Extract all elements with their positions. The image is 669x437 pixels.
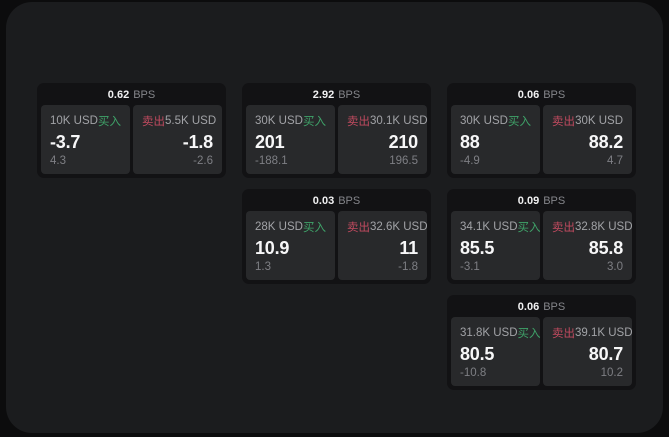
sell-price: 85.8 xyxy=(588,238,623,259)
buy-tile[interactable]: 31.8K USD 买入 80.5 -10.8 xyxy=(451,317,541,386)
bps-unit-label: BPS xyxy=(338,195,361,207)
sell-tile[interactable]: 卖出 5.5K USD -1.8 -2.6 xyxy=(133,105,222,174)
sell-price: 210 xyxy=(388,132,419,153)
bps-header: 0.06 BPS xyxy=(447,295,636,317)
quote-tiles: 10K USD 买入 -3.7 4.3 卖出 5.5K USD -1.8 -2.… xyxy=(37,105,226,178)
sell-delta: 4.7 xyxy=(607,154,623,167)
quote-card-2: 2.92 BPS 30K USD 买入 201 -188.1 卖出 30.1K … xyxy=(242,83,431,178)
buy-side-label: 买入 xyxy=(98,116,121,128)
quote-card-4: 0.03 BPS 28K USD 买入 10.9 1.3 卖出 32.6K US… xyxy=(242,189,431,284)
quote-card-6: 0.06 BPS 31.8K USD 买入 80.5 -10.8 卖出 39.1… xyxy=(447,295,636,390)
sell-side-label: 卖出 xyxy=(552,328,575,340)
buy-amount: 10K USD xyxy=(50,115,98,127)
buy-amount: 30K USD xyxy=(255,115,303,127)
sell-tile[interactable]: 卖出 30K USD 88.2 4.7 xyxy=(543,105,632,174)
sell-side-label: 卖出 xyxy=(552,222,575,234)
buy-side-label: 买入 xyxy=(303,116,326,128)
sell-amount: 32.8K USD xyxy=(575,221,633,233)
sell-amount: 30.1K USD xyxy=(370,115,428,127)
sell-delta: 196.5 xyxy=(389,154,418,167)
bps-unit-label: BPS xyxy=(543,195,566,207)
sell-side-label: 卖出 xyxy=(347,116,370,128)
sell-tile[interactable]: 卖出 30.1K USD 210 196.5 xyxy=(338,105,428,174)
buy-amount: 31.8K USD xyxy=(460,327,518,339)
buy-delta: 1.3 xyxy=(255,260,271,273)
quote-tiles: 30K USD 买入 88 -4.9 卖出 30K USD 88.2 4.7 xyxy=(447,105,636,178)
sell-delta: 10.2 xyxy=(600,366,623,379)
bps-header: 0.09 BPS xyxy=(447,189,636,211)
bps-unit-label: BPS xyxy=(543,301,566,313)
sell-tile[interactable]: 卖出 32.6K USD 11 -1.8 xyxy=(338,211,428,280)
buy-side-label: 买入 xyxy=(517,222,541,234)
buy-price: 201 xyxy=(255,132,285,153)
buy-tile[interactable]: 10K USD 买入 -3.7 4.3 xyxy=(41,105,130,174)
sell-tile[interactable]: 卖出 39.1K USD 80.7 10.2 xyxy=(543,317,633,386)
sell-price: 88.2 xyxy=(588,132,623,153)
sell-price: 11 xyxy=(399,238,418,259)
sell-amount: 32.6K USD xyxy=(370,221,428,233)
bps-value: 0.06 xyxy=(517,89,540,101)
bps-header: 0.06 BPS xyxy=(447,83,636,105)
buy-delta: -4.9 xyxy=(460,154,480,167)
quote-card-5: 0.09 BPS 34.1K USD 买入 85.5 -3.1 卖出 32.8K… xyxy=(447,189,636,284)
sell-price: -1.8 xyxy=(182,132,213,153)
buy-side-label: 买入 xyxy=(303,222,326,234)
buy-delta: -3.1 xyxy=(460,260,480,273)
buy-tile[interactable]: 30K USD 买入 201 -188.1 xyxy=(246,105,335,174)
buy-price: 10.9 xyxy=(255,238,290,259)
sell-side-label: 卖出 xyxy=(347,222,370,234)
sell-amount: 5.5K USD xyxy=(165,115,217,127)
buy-tile[interactable]: 28K USD 买入 10.9 1.3 xyxy=(246,211,335,280)
quote-tiles: 30K USD 买入 201 -188.1 卖出 30.1K USD 210 1… xyxy=(242,105,431,178)
bps-value: 2.92 xyxy=(312,89,335,101)
quote-tiles: 28K USD 买入 10.9 1.3 卖出 32.6K USD 11 -1.8 xyxy=(242,211,431,284)
bps-value: 0.09 xyxy=(517,195,540,207)
sell-side-label: 卖出 xyxy=(552,116,575,128)
quote-card-3: 0.06 BPS 30K USD 买入 88 -4.9 卖出 30K USD 8… xyxy=(447,83,636,178)
quote-tiles: 34.1K USD 买入 85.5 -3.1 卖出 32.8K USD 85.8… xyxy=(447,211,636,284)
buy-price: -3.7 xyxy=(50,132,81,153)
bps-value: 0.03 xyxy=(312,195,335,207)
sell-amount: 39.1K USD xyxy=(575,327,633,339)
bps-unit-label: BPS xyxy=(133,89,156,101)
sell-tile[interactable]: 卖出 32.8K USD 85.8 3.0 xyxy=(543,211,633,280)
sell-price: 80.7 xyxy=(588,344,623,365)
quote-tiles: 31.8K USD 买入 80.5 -10.8 卖出 39.1K USD 80.… xyxy=(447,317,636,390)
bps-unit-label: BPS xyxy=(543,89,566,101)
sell-side-label: 卖出 xyxy=(142,116,165,128)
buy-price: 85.5 xyxy=(460,238,495,259)
bps-value: 0.62 xyxy=(107,89,130,101)
buy-tile[interactable]: 30K USD 买入 88 -4.9 xyxy=(451,105,540,174)
bps-value: 0.06 xyxy=(517,301,540,313)
buy-amount: 30K USD xyxy=(460,115,508,127)
sell-delta: -1.8 xyxy=(398,260,418,273)
buy-tile[interactable]: 34.1K USD 买入 85.5 -3.1 xyxy=(451,211,541,280)
buy-amount: 28K USD xyxy=(255,221,303,233)
buy-price: 80.5 xyxy=(460,344,495,365)
sell-amount: 30K USD xyxy=(575,115,623,127)
quote-card-1: 0.62 BPS 10K USD 买入 -3.7 4.3 卖出 5.5K USD… xyxy=(37,83,226,178)
bps-header: 0.03 BPS xyxy=(242,189,431,211)
sell-delta: -2.6 xyxy=(193,154,213,167)
bps-header: 2.92 BPS xyxy=(242,83,431,105)
buy-price: 88 xyxy=(460,132,480,153)
buy-delta: -188.1 xyxy=(255,154,288,167)
buy-delta: -10.8 xyxy=(460,366,487,379)
sell-delta: 3.0 xyxy=(607,260,623,273)
buy-side-label: 买入 xyxy=(508,116,531,128)
bps-unit-label: BPS xyxy=(338,89,361,101)
buy-side-label: 买入 xyxy=(517,328,541,340)
bps-header: 0.62 BPS xyxy=(37,83,226,105)
buy-delta: 4.3 xyxy=(50,154,66,167)
buy-amount: 34.1K USD xyxy=(460,221,518,233)
